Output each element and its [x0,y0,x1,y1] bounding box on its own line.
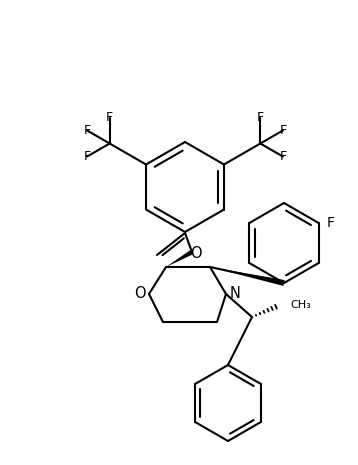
Text: F: F [326,216,335,230]
Text: F: F [257,111,264,124]
Text: F: F [106,111,113,124]
Text: N: N [229,286,241,301]
Text: CH₃: CH₃ [290,300,311,310]
Text: O: O [190,246,202,261]
Polygon shape [166,250,193,267]
Polygon shape [210,267,285,286]
Text: O: O [134,286,146,301]
Text: F: F [279,150,286,163]
Text: F: F [83,124,91,137]
Text: F: F [83,150,91,163]
Text: F: F [279,124,286,137]
